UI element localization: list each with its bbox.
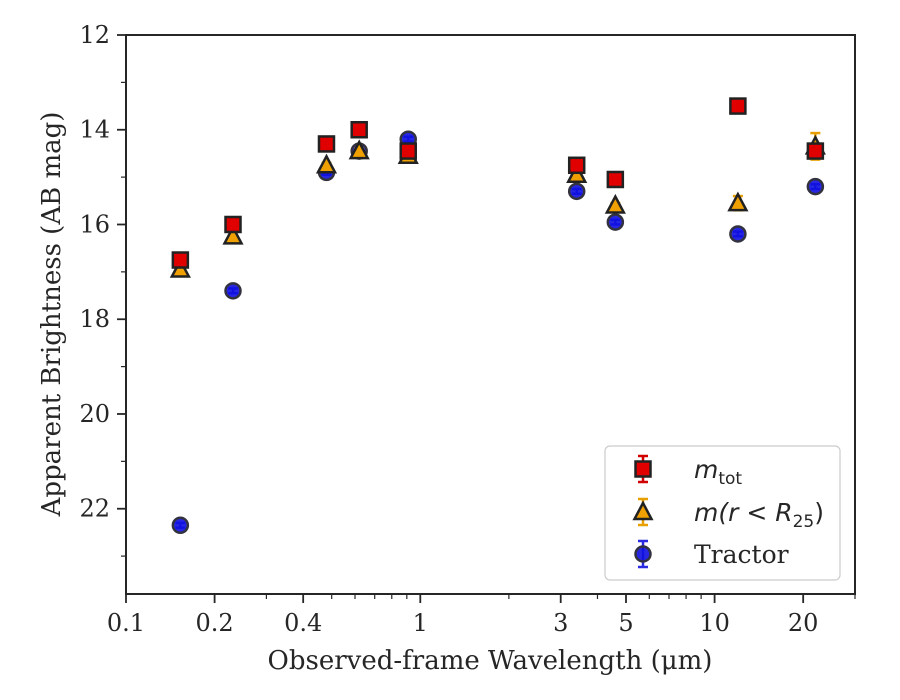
data-point-circle xyxy=(806,177,825,196)
data-point-triangle xyxy=(222,224,244,245)
y-tick-label: 12 xyxy=(79,21,110,49)
y-tick-label: 16 xyxy=(79,210,110,238)
data-point-square xyxy=(350,120,368,139)
legend-entry-tractor: Tractor xyxy=(694,540,789,569)
data-point-square xyxy=(399,142,417,160)
x-tick-label: 0.2 xyxy=(196,609,234,637)
legend-entry-m-r25: m(r < R25) xyxy=(694,498,824,532)
y-tick-label: 18 xyxy=(79,305,110,333)
data-point-square xyxy=(317,135,336,153)
legend-markers xyxy=(632,454,654,569)
x-axis: 0.1 0.2 0.4 1 3 5 10 20 xyxy=(107,594,856,637)
y-tick-label: 22 xyxy=(79,495,110,523)
x-tick-label: 10 xyxy=(699,609,730,637)
data-point-triangle xyxy=(315,153,338,174)
x-tick-label: 0.4 xyxy=(284,609,322,637)
legend-entry-m-tot: mtot xyxy=(694,455,742,489)
series-triangle xyxy=(169,131,826,278)
data-point-triangle xyxy=(604,193,626,214)
legend-marker-square xyxy=(634,460,652,478)
data-point-circle xyxy=(729,225,747,243)
data-point-square xyxy=(567,156,586,175)
data-point-square xyxy=(606,170,625,189)
y-axis-label: Apparent Brightness (AB mag) xyxy=(37,112,67,518)
data-point-square xyxy=(224,215,242,234)
data-point-square xyxy=(729,97,747,115)
data-marks xyxy=(169,97,826,535)
legend: mtot m(r < R25) Tractor xyxy=(604,445,841,581)
y-axis: 12 14 16 18 20 22 xyxy=(79,21,126,557)
x-axis-label: Observed-frame Wavelength (μm) xyxy=(268,646,713,676)
x-tick-label: 20 xyxy=(788,609,819,637)
data-point-triangle xyxy=(727,191,749,212)
x-tick-label: 3 xyxy=(553,609,568,637)
data-point-triangle xyxy=(348,139,370,160)
plot-frame xyxy=(125,34,856,595)
y-tick-label: 14 xyxy=(79,116,110,144)
data-point-square xyxy=(171,251,190,269)
series-square xyxy=(171,97,825,269)
legend-marker-triangle xyxy=(632,500,654,521)
legend-box xyxy=(604,445,841,581)
data-point-circle xyxy=(224,282,242,300)
data-point-square xyxy=(806,142,825,160)
data-point-circle xyxy=(171,516,190,535)
y-tick-label: 20 xyxy=(79,400,110,428)
data-point-circle xyxy=(567,182,586,201)
x-tick-label: 0.1 xyxy=(107,609,145,637)
x-tick-label: 5 xyxy=(618,609,633,637)
x-tick-label: 1 xyxy=(413,609,428,637)
legend-marker-circle xyxy=(634,545,652,563)
data-point-circle xyxy=(606,213,625,231)
